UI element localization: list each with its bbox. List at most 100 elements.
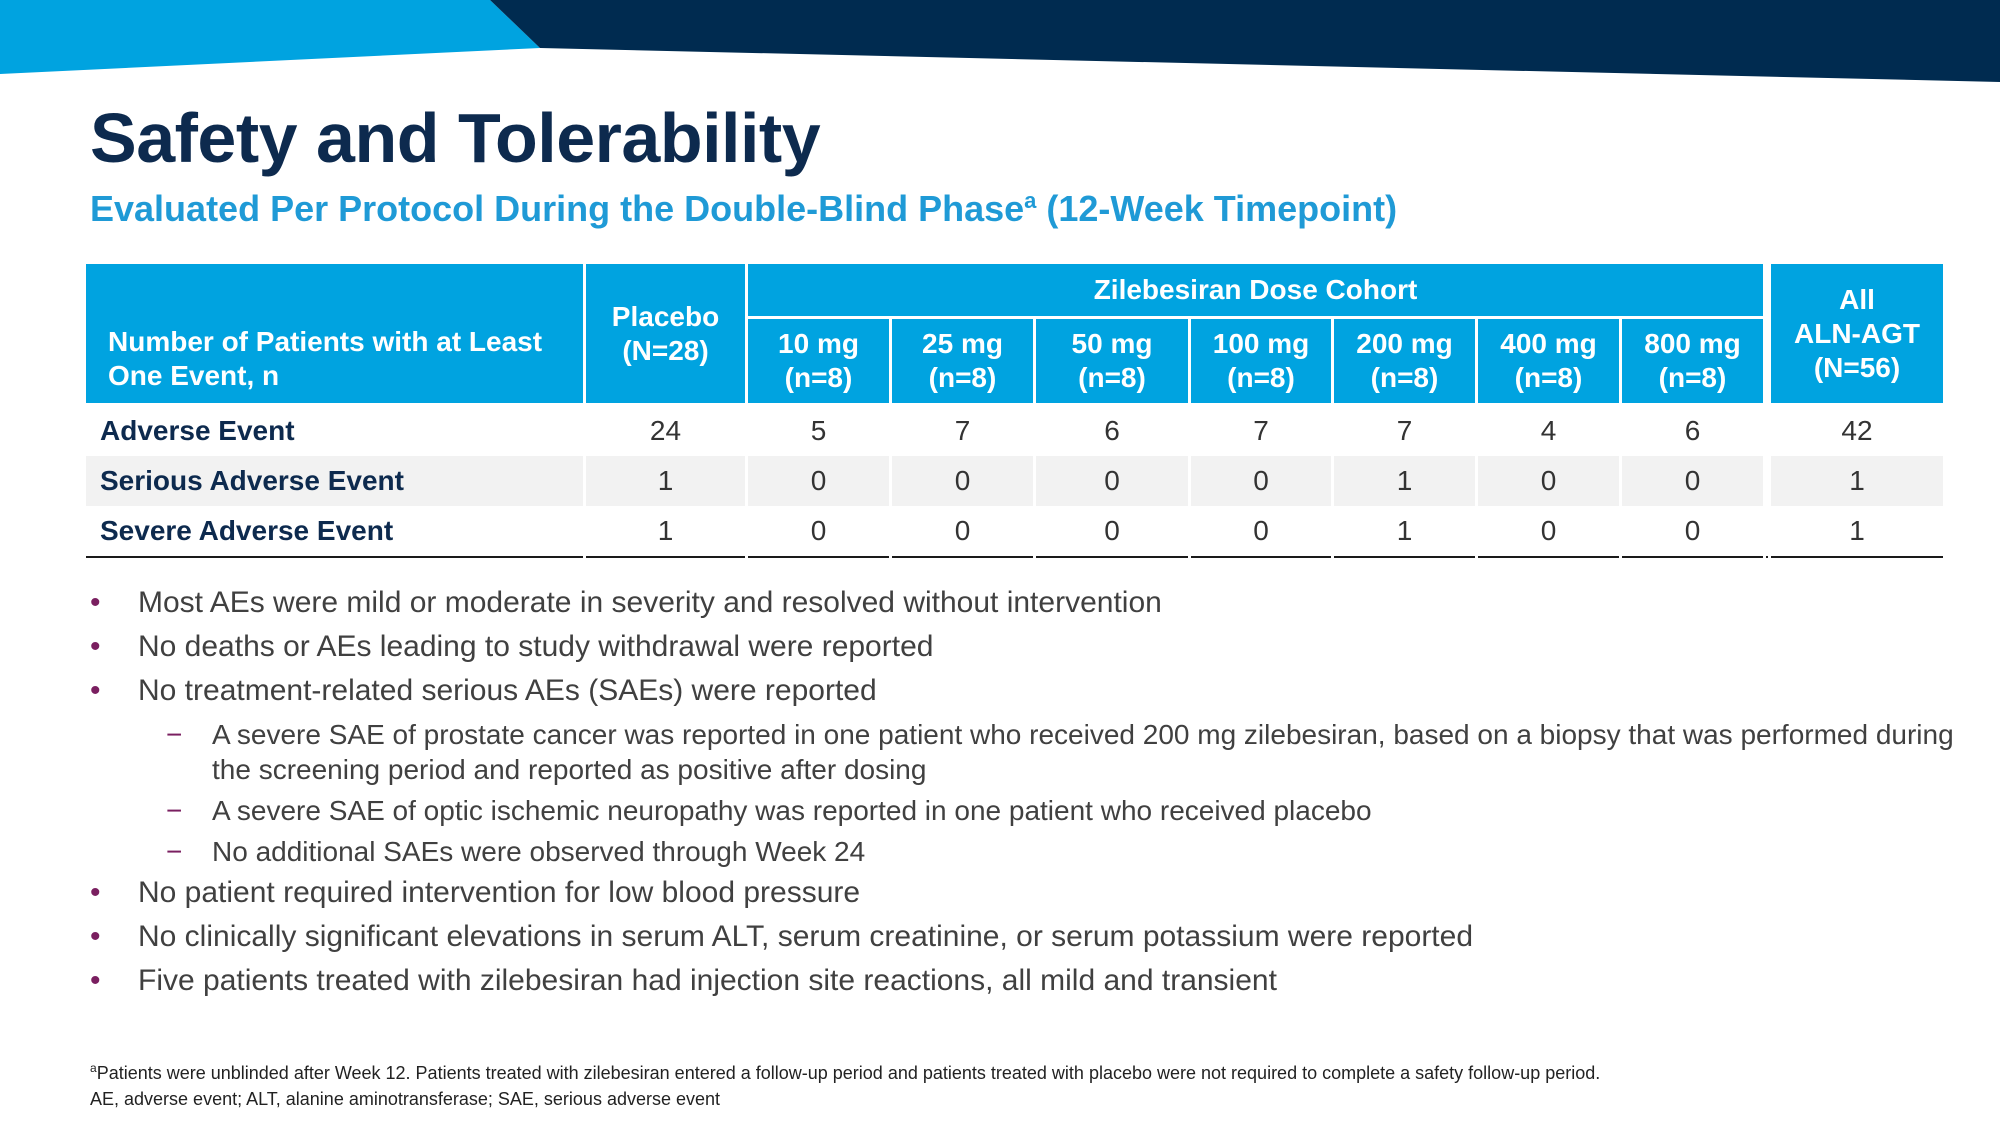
dose-n: (n=8)	[928, 362, 997, 393]
dose-n: (n=8)	[1078, 362, 1146, 393]
dose-header: 50 mg (n=8)	[1033, 316, 1191, 406]
column-divider	[1764, 456, 1770, 506]
dose-header: 10 mg (n=8)	[745, 316, 892, 406]
page-subtitle: Evaluated Per Protocol During the Double…	[90, 188, 1397, 230]
table-header-row: Number of Patients with at Least One Eve…	[83, 261, 1946, 406]
abbreviations-line: AE, adverse event; ALT, alanine aminotra…	[90, 1089, 721, 1109]
dose-value: 0	[1475, 456, 1622, 506]
dose-header: 800 mg (n=8)	[1619, 316, 1766, 406]
dose-value: 0	[745, 456, 892, 506]
footnotes: aPatients were unblinded after Week 12. …	[90, 1055, 1600, 1112]
dash-marker: −	[166, 836, 183, 867]
dose-n: (n=8)	[1658, 362, 1727, 393]
column-divider	[1764, 506, 1770, 558]
row-label: Severe Adverse Event	[83, 506, 586, 558]
list-item: • No deaths or AEs leading to study withd…	[90, 629, 1970, 665]
banner-light-shape	[0, 0, 540, 74]
dose-value: 6	[1033, 404, 1191, 456]
dose-value: 0	[889, 506, 1036, 558]
bullet-text: A severe SAE of prostate cancer was repo…	[212, 719, 1954, 785]
table-row: Serious Adverse Event 1 0 0 0 0 1 0 0 1	[83, 456, 1946, 506]
all-n: (N=56)	[1813, 351, 1901, 383]
sub-list-item: − No additional SAEs were observed throug…	[90, 834, 1970, 869]
bullet-marker: •	[90, 964, 101, 997]
placebo-value: 24	[583, 404, 748, 456]
bullet-text: No additional SAEs were observed through…	[212, 836, 866, 867]
all-value: 1	[1768, 456, 1946, 506]
dose-value: 0	[1033, 506, 1191, 558]
bullet-text: Most AEs were mild or moderate in severi…	[138, 586, 1162, 619]
dash-marker: −	[166, 795, 183, 826]
dose-value: 0	[1619, 506, 1766, 558]
list-item: • Most AEs were mild or moderate in sever…	[90, 585, 1970, 621]
page-title: Safety and Tolerability	[90, 99, 821, 177]
all-aln-agt-header: All ALN-AGT (N=56)	[1768, 261, 1946, 406]
placebo-n: (N=28)	[622, 334, 709, 366]
bullet-marker: •	[90, 920, 101, 953]
dose-header: 100 mg (n=8)	[1188, 316, 1334, 406]
placebo-label: Placebo	[611, 300, 720, 332]
dose-n: (n=8)	[784, 362, 853, 393]
row-label: Adverse Event	[83, 404, 586, 456]
dose-label: 25 mg	[922, 328, 1003, 359]
dose-label: 10 mg	[778, 328, 859, 359]
all-value: 42	[1768, 404, 1946, 456]
dose-value: 7	[1188, 404, 1334, 456]
row-label: Serious Adverse Event	[83, 456, 586, 506]
footnote-marker: a	[90, 1061, 97, 1075]
dose-value: 0	[1475, 506, 1622, 558]
dose-value: 0	[1188, 456, 1334, 506]
dash-marker: −	[166, 719, 183, 750]
bullet-marker: •	[90, 876, 101, 909]
dose-value: 1	[1331, 456, 1478, 506]
bullet-text: No clinically significant elevations in …	[138, 920, 1474, 953]
subtitle-main: Evaluated Per Protocol During the Double…	[90, 188, 1025, 229]
dose-header: 400 mg (n=8)	[1475, 316, 1622, 406]
dose-cohort-group-header: Zilebesiran Dose Cohort	[745, 261, 1766, 319]
dose-label: 400 mg	[1500, 328, 1597, 359]
list-item: • No patient required intervention for lo…	[90, 875, 1970, 911]
dose-value: 7	[1331, 404, 1478, 456]
subtitle-footnote-marker: a	[1024, 188, 1037, 213]
subtitle-tail: (12-Week Timepoint)	[1036, 188, 1398, 229]
header-banner	[0, 0, 2000, 82]
placebo-header: Placebo (N=28)	[583, 261, 748, 406]
adverse-events-table: Number of Patients with at Least One Eve…	[83, 261, 1946, 558]
dose-label: 200 mg	[1356, 328, 1453, 359]
findings-list: • Most AEs were mild or moderate in sever…	[90, 585, 1970, 1007]
table-row: Adverse Event 24 5 7 6 7 7 4 6 42	[83, 404, 1946, 456]
bullet-marker: •	[90, 630, 101, 663]
bullet-marker: •	[90, 674, 101, 707]
bullet-text: No patient required intervention for low…	[138, 876, 861, 909]
footnote-line: aPatients were unblinded after Week 12. …	[90, 1055, 1600, 1086]
dose-n: (n=8)	[1514, 362, 1583, 393]
dose-n: (n=8)	[1227, 362, 1295, 393]
dose-value: 0	[1033, 456, 1191, 506]
row-header-cell: Number of Patients with at Least One Eve…	[83, 261, 586, 406]
list-item: • Five patients treated with zilebesiran …	[90, 963, 1970, 999]
column-divider	[1764, 262, 1770, 405]
list-item: • No treatment-related serious AEs (SAEs)…	[90, 673, 1970, 709]
dose-n: (n=8)	[1370, 362, 1439, 393]
column-divider	[1764, 404, 1770, 456]
table-row: Severe Adverse Event 1 0 0 0 0 1 0 0 1	[83, 506, 1946, 558]
bullet-text: No treatment-related serious AEs (SAEs) …	[138, 674, 877, 707]
dose-value: 4	[1475, 404, 1622, 456]
dose-value: 0	[1188, 506, 1334, 558]
list-item: • No clinically significant elevations in…	[90, 919, 1970, 955]
dose-label: 800 mg	[1644, 328, 1741, 359]
dose-value: 0	[745, 506, 892, 558]
dose-value: 0	[889, 456, 1036, 506]
placebo-value: 1	[583, 506, 748, 558]
dose-value: 1	[1331, 506, 1478, 558]
all-value: 1	[1768, 506, 1946, 558]
banner-dark-shape	[490, 0, 2000, 82]
dose-value: 7	[889, 404, 1036, 456]
bullet-text: Five patients treated with zilebesiran h…	[138, 964, 1277, 997]
dose-label: 100 mg	[1212, 328, 1310, 359]
all-label: All	[1839, 283, 1875, 315]
dose-value: 6	[1619, 404, 1766, 456]
dose-value: 0	[1619, 456, 1766, 506]
dose-header-row: 10 mg (n=8) 25 mg (n=8) 50 mg (n=8) 100 mg(…	[85, 316, 1945, 406]
sub-list-item: − A severe SAE of prostate cancer was rep…	[90, 717, 1970, 787]
